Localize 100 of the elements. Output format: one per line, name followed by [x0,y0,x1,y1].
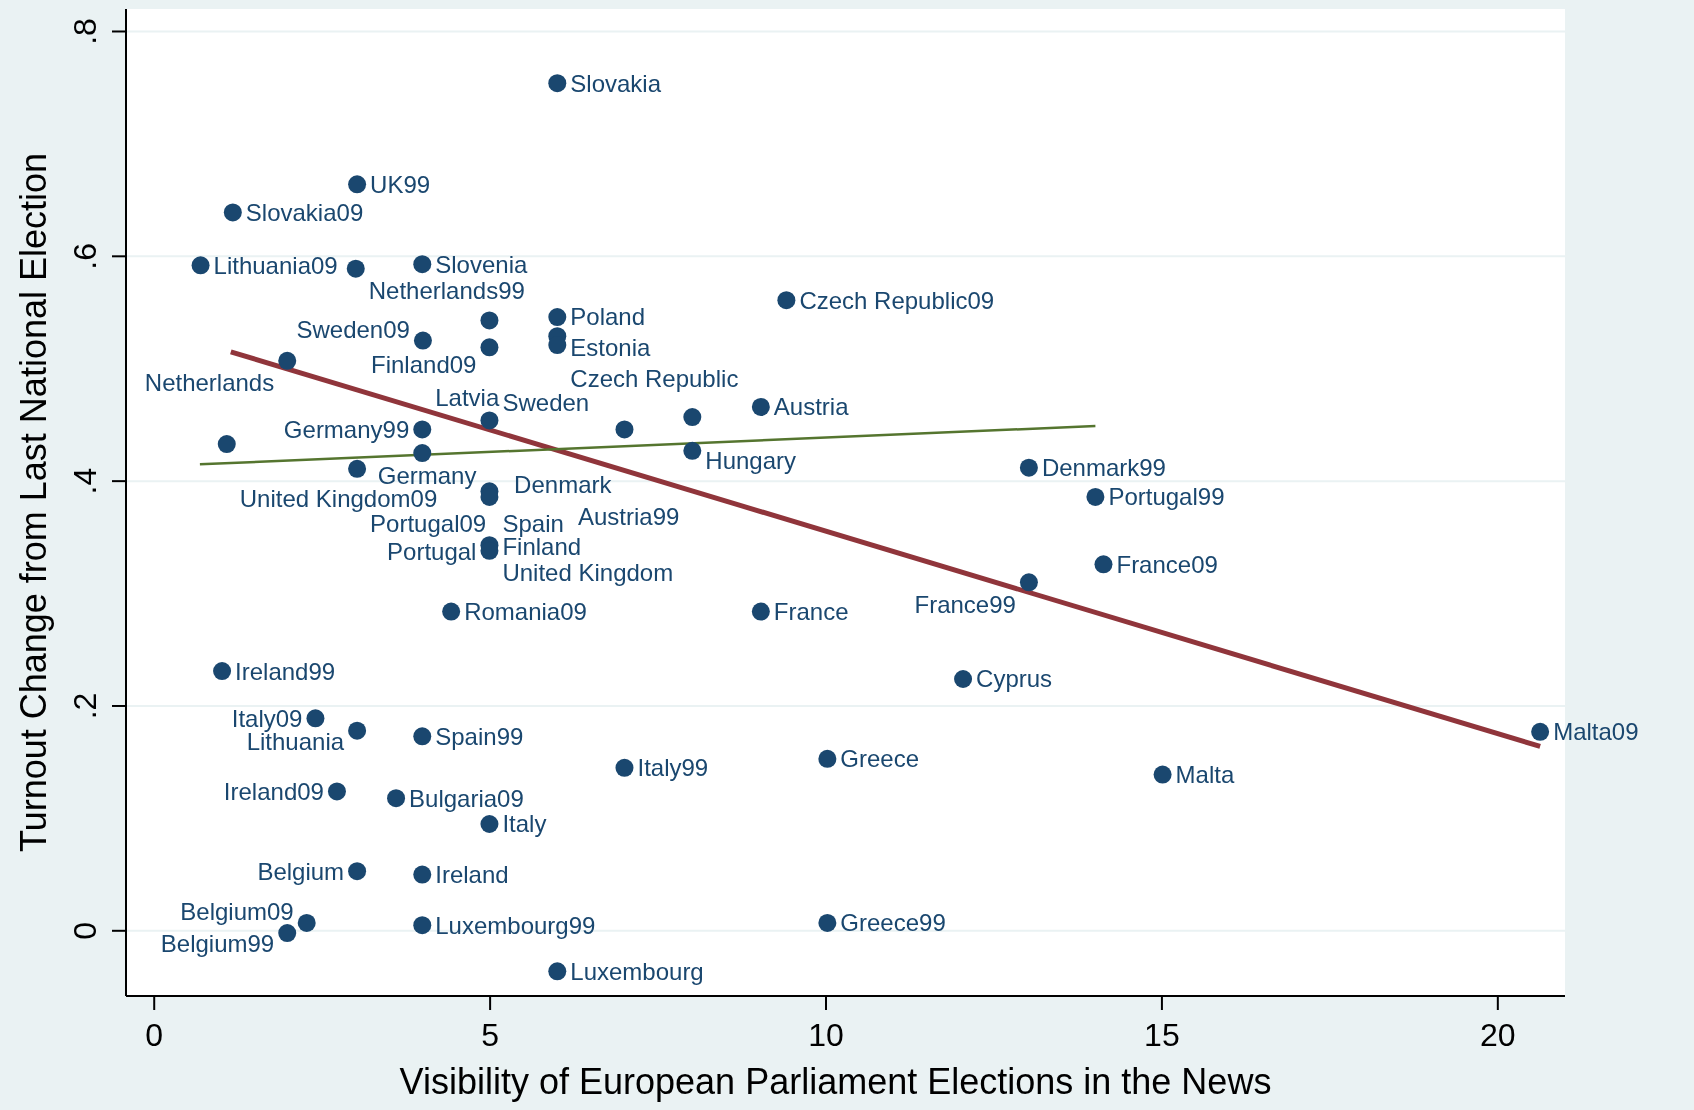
x-tick-label: 0 [145,1017,164,1053]
data-label: Greece [840,745,920,773]
point [615,758,634,777]
point [548,308,567,327]
point [954,669,973,688]
data-label: Latvia [435,384,500,412]
data-label: Hungary [705,447,797,475]
data-label: Bulgaria09 [409,784,524,812]
point [387,789,406,808]
data-label: Portugal99 [1108,483,1225,511]
data-label: Germany99 [283,415,410,443]
point [615,420,634,439]
point [751,602,770,621]
data-label: Slovakia [570,69,662,97]
x-axis-title: Visibility of European Parliament Elections in the News [399,1061,1272,1102]
y-tick-label: .4 [67,467,103,495]
data-label: Ireland09 [223,777,324,805]
point [348,459,367,478]
data-label: Slovakia09 [245,198,364,226]
point [348,721,367,740]
data-label: France99 [914,590,1016,618]
data-label: France [773,597,849,625]
point [413,444,432,463]
data-label: Netherlands [144,369,275,397]
point [480,411,499,430]
point [278,351,297,370]
data-label: Luxembourg99 [435,911,596,939]
data-label: Italy [502,810,547,838]
data-label: Sweden09 [296,316,410,344]
data-label: Malta09 [1553,718,1639,746]
data-label: Belgium99 [160,930,275,958]
point [223,203,242,222]
data-label: Italy09 [231,704,303,732]
data-label: UK99 [370,170,431,198]
point [751,397,770,416]
data-label: France09 [1116,550,1218,578]
data-label: Finland09 [371,350,477,378]
point [413,865,432,884]
x-tick-label: 10 [808,1017,844,1053]
data-label: Italy99 [637,754,709,782]
x-tick-label: 5 [481,1017,500,1053]
point [1019,458,1038,477]
point [297,913,316,932]
point [306,709,325,728]
data-label: Lithuania09 [213,251,338,279]
point [777,291,796,310]
point [1086,487,1105,506]
data-label: Czech Republic09 [799,286,995,314]
x-tick-label: 15 [1144,1017,1180,1053]
point [480,311,499,330]
data-label: Denmark99 [1041,454,1166,482]
point [413,255,432,274]
point [818,913,837,932]
point [818,749,837,768]
data-label: Ireland99 [235,657,336,685]
data-label: Portugal [387,538,477,566]
point [548,962,567,981]
point [413,420,432,439]
data-label: Romania09 [464,597,587,625]
point [348,862,367,881]
data-label: Estonia [570,333,651,361]
data-label: Netherlands99 [368,277,525,305]
y-tick-label: .8 [67,18,103,45]
data-label: Belgium [257,857,345,885]
point [413,331,432,350]
data-label: Portugal09 [370,510,487,538]
point [548,74,567,93]
data-label: Denmark [514,470,613,498]
point [413,727,432,746]
data-label: Malta [1175,760,1235,788]
y-tick-label: .6 [67,242,103,270]
data-label: Greece99 [840,909,946,937]
data-label: Poland [570,303,646,331]
data-label: Slovenia [435,250,528,278]
point [1531,722,1550,741]
point [346,259,365,278]
x-tick-label: 20 [1480,1017,1516,1053]
data-label: Spain [502,509,564,537]
point [348,175,367,194]
point [480,815,499,834]
point [213,662,232,681]
data-label: Austria [773,393,850,421]
point [1153,765,1172,784]
point [191,256,210,275]
point [480,338,499,357]
data-label: Spain99 [435,722,524,750]
data-label: Austria99 [577,503,680,531]
data-label: Luxembourg [570,957,704,985]
point [413,916,432,935]
point [278,924,297,943]
point [683,441,702,460]
data-label: United Kingdom [502,559,674,587]
point [1019,573,1038,592]
point [442,602,461,621]
y-tick-label: 0 [67,921,103,940]
point [683,408,702,427]
data-label: Cyprus [976,665,1053,693]
data-label: Belgium09 [180,898,294,926]
y-tick-label: .2 [67,692,103,720]
point [1094,555,1113,574]
